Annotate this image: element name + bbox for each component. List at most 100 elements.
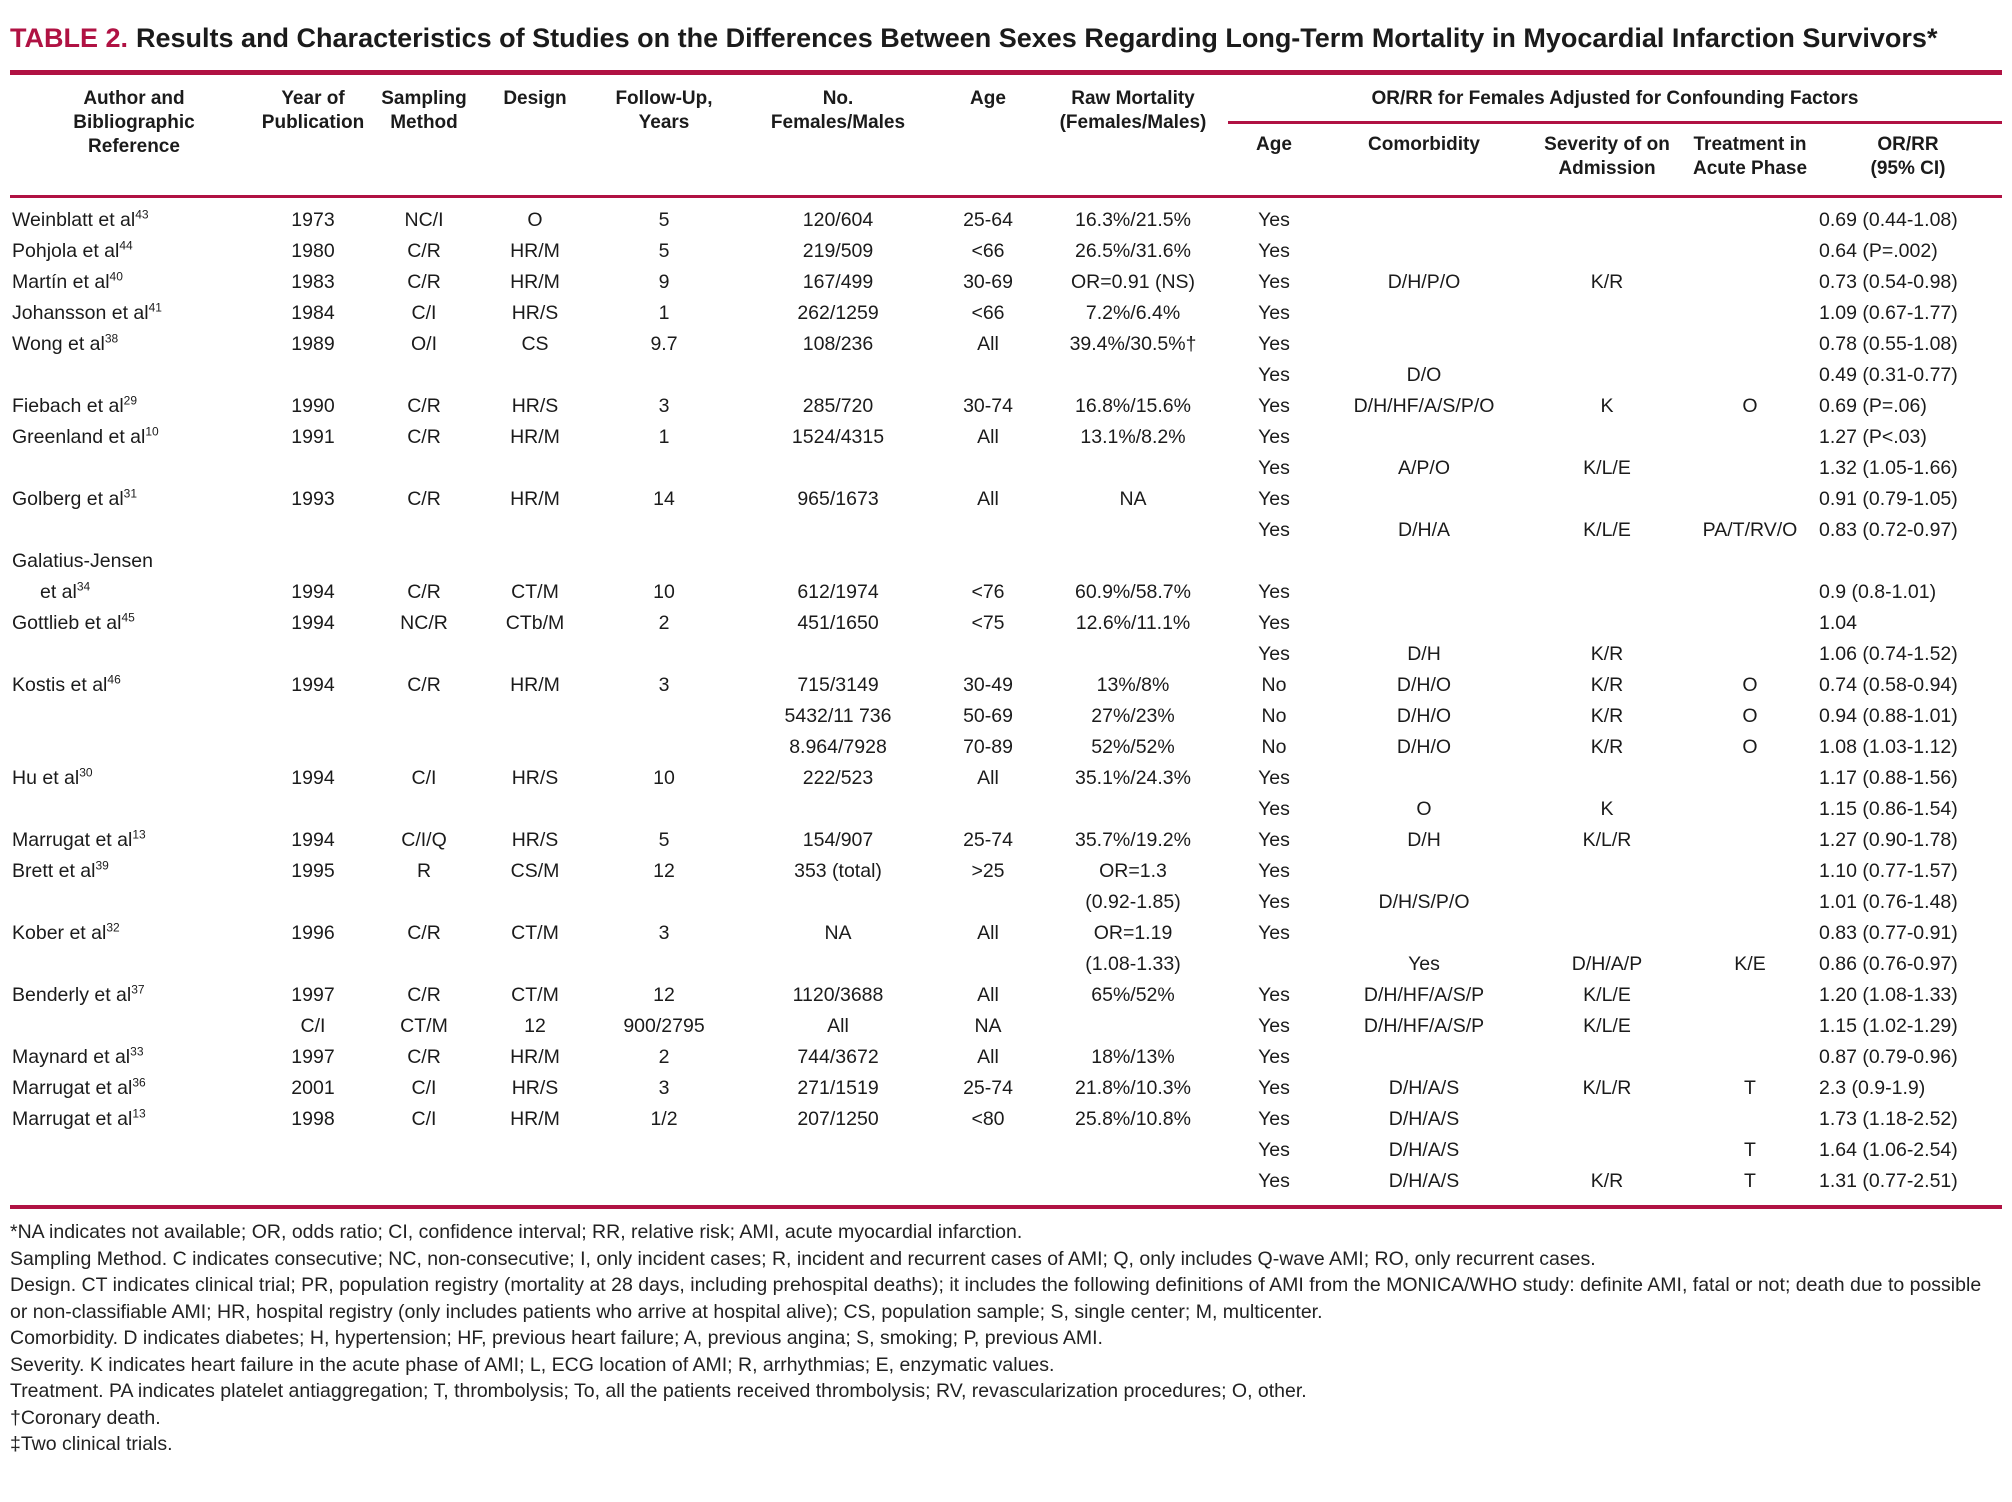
table-row: Hu et al30 1994 C/I HR/S 10 222/523 All 35.1%/2… (10, 763, 2002, 794)
cell-comorbidity (1320, 763, 1528, 794)
cell-author: Weinblatt et al43 (12, 207, 149, 232)
cell-treatment: O (1742, 736, 1758, 758)
cell-severity (1528, 298, 1686, 329)
cell-design: CTb/M (505, 612, 565, 634)
cell-females_males: 271/1519 (797, 1077, 879, 1099)
cell-age (938, 515, 1038, 546)
cell-severity: K/L/E (1583, 519, 1631, 541)
cell-comorbidity (1320, 298, 1528, 329)
cell-comorbidity (1320, 608, 1528, 639)
cell-raw_mortality (1038, 639, 1228, 670)
table-title: TABLE 2. Results and Characteristics of S… (10, 20, 1995, 56)
cell-age (938, 1166, 1038, 1207)
cell-or_rr: 1.31 (0.77-2.51) (1819, 1170, 1958, 1192)
cell-raw_mortality: 12.6%/11.1% (1075, 612, 1191, 634)
cell-sampling: R (416, 860, 432, 882)
cell-adj_age: Yes (1258, 1170, 1290, 1192)
cell-raw_mortality: 13%/8% (1096, 674, 1170, 696)
cell-comorbidity: O (1416, 798, 1432, 820)
cell-design: HR/M (510, 426, 560, 448)
cell-followup (590, 732, 738, 763)
cell-age: NA (974, 1015, 1002, 1037)
cell-design (480, 453, 590, 484)
cell-females_males (738, 546, 938, 577)
cell-age (938, 887, 1038, 918)
cell-followup (590, 546, 738, 577)
cell-or_rr: 1.01 (0.76-1.48) (1819, 891, 1958, 913)
cell-or_rr: 0.83 (0.77-0.91) (1819, 922, 1958, 944)
cell-year: 1994 (291, 767, 335, 789)
cell-or_rr: 0.9 (0.8-1.01) (1819, 581, 1937, 603)
cell-followup: 5 (658, 829, 670, 851)
reference-superscript: 33 (130, 1044, 144, 1059)
cell-followup (590, 1166, 738, 1207)
cell-treatment (1686, 918, 1814, 949)
cell-adj_age: Yes (1258, 891, 1290, 913)
cell-age (938, 546, 1038, 577)
cell-author: Wong et al38 (12, 331, 119, 356)
cell-or_rr: 1.09 (0.67-1.77) (1819, 302, 1958, 324)
cell-raw_mortality (1038, 794, 1228, 825)
cell-design (480, 949, 590, 980)
cell-comorbidity: D/H/HF/A/S/P (1363, 1015, 1485, 1037)
cell-treatment (1686, 360, 1814, 391)
cell-treatment (1686, 980, 1814, 1011)
cell-followup: 2 (658, 612, 670, 634)
cell-author (10, 732, 258, 763)
cell-adj_age: No (1261, 674, 1287, 696)
cell-severity (1528, 236, 1686, 267)
cell-raw_mortality: 16.3%/21.5% (1074, 209, 1191, 231)
cell-severity (1528, 887, 1686, 918)
cell-females_males (738, 887, 938, 918)
cell-raw_mortality: 16.8%/15.6% (1074, 395, 1191, 417)
cell-author: Gottlieb et al45 (12, 610, 135, 635)
cell-year (258, 546, 368, 577)
cell-adj_age: Yes (1258, 426, 1290, 448)
cell-year: 1990 (291, 395, 335, 417)
cell-raw_mortality: 39.4%/30.5%† (1069, 333, 1197, 355)
cell-adj_age: Yes (1258, 364, 1290, 386)
cell-treatment (1686, 1011, 1814, 1042)
cell-design (480, 546, 590, 577)
cell-or_rr: 0.78 (0.55-1.08) (1819, 333, 1958, 355)
reference-superscript: 13 (132, 827, 146, 842)
cell-treatment (1686, 825, 1814, 856)
cell-raw_mortality: NA (1119, 488, 1147, 510)
cell-sampling: C/I (411, 1077, 437, 1099)
cell-author: Golberg et al31 (12, 486, 138, 511)
table-row: Golberg et al31 1993 C/R HR/M 14 965/1673 All N… (10, 484, 2002, 515)
cell-author: Brett et al39 (12, 858, 109, 883)
cell-severity (1528, 197, 1686, 237)
cell-year: 1989 (291, 333, 335, 355)
table-row: Weinblatt et al43 1973 NC/I O 5 120/604 25-64 1… (10, 197, 2002, 237)
cell-age (938, 639, 1038, 670)
cell-adj_age: Yes (1258, 829, 1290, 851)
col-header-age: Age (970, 88, 1006, 109)
cell-year (258, 701, 368, 732)
table-row: (1.08-1.33) Yes D/H/A/P K/E 0.86 (0.76-0.97) (10, 949, 2002, 980)
cell-females_males: 965/1673 (797, 488, 879, 510)
cell-author (10, 639, 258, 670)
cell-age: All (977, 767, 999, 789)
col-header-or-rr-ci: OR/RR (95% CI) (1870, 134, 1946, 179)
cell-treatment (1686, 887, 1814, 918)
cell-age (938, 360, 1038, 391)
table-title-text: Results and Characteristics of Studies o… (136, 23, 1938, 53)
cell-females_males: 612/1974 (797, 581, 879, 603)
cell-or_rr: 1.27 (0.90-1.78) (1819, 829, 1958, 851)
cell-severity (1528, 360, 1686, 391)
cell-design: CS (521, 333, 549, 355)
cell-sampling (368, 515, 480, 546)
cell-raw_mortality: 21.8%/10.3% (1074, 1077, 1191, 1099)
col-header-group-orrr-adjusted: OR/RR for Females Adjusted for Confoundi… (1228, 72, 2003, 124)
cell-sampling: C/I (411, 1108, 437, 1130)
cell-sampling: C/I (411, 767, 437, 789)
col-header-design: Design (503, 88, 567, 109)
cell-sampling (368, 639, 480, 670)
cell-age (938, 453, 1038, 484)
cell-sampling: C/I/Q (401, 829, 447, 851)
reference-superscript: 32 (106, 920, 120, 935)
cell-followup: 3 (658, 922, 670, 944)
cell-or_rr: 1.15 (1.02-1.29) (1819, 1015, 1958, 1037)
cell-adj_age: Yes (1258, 767, 1290, 789)
